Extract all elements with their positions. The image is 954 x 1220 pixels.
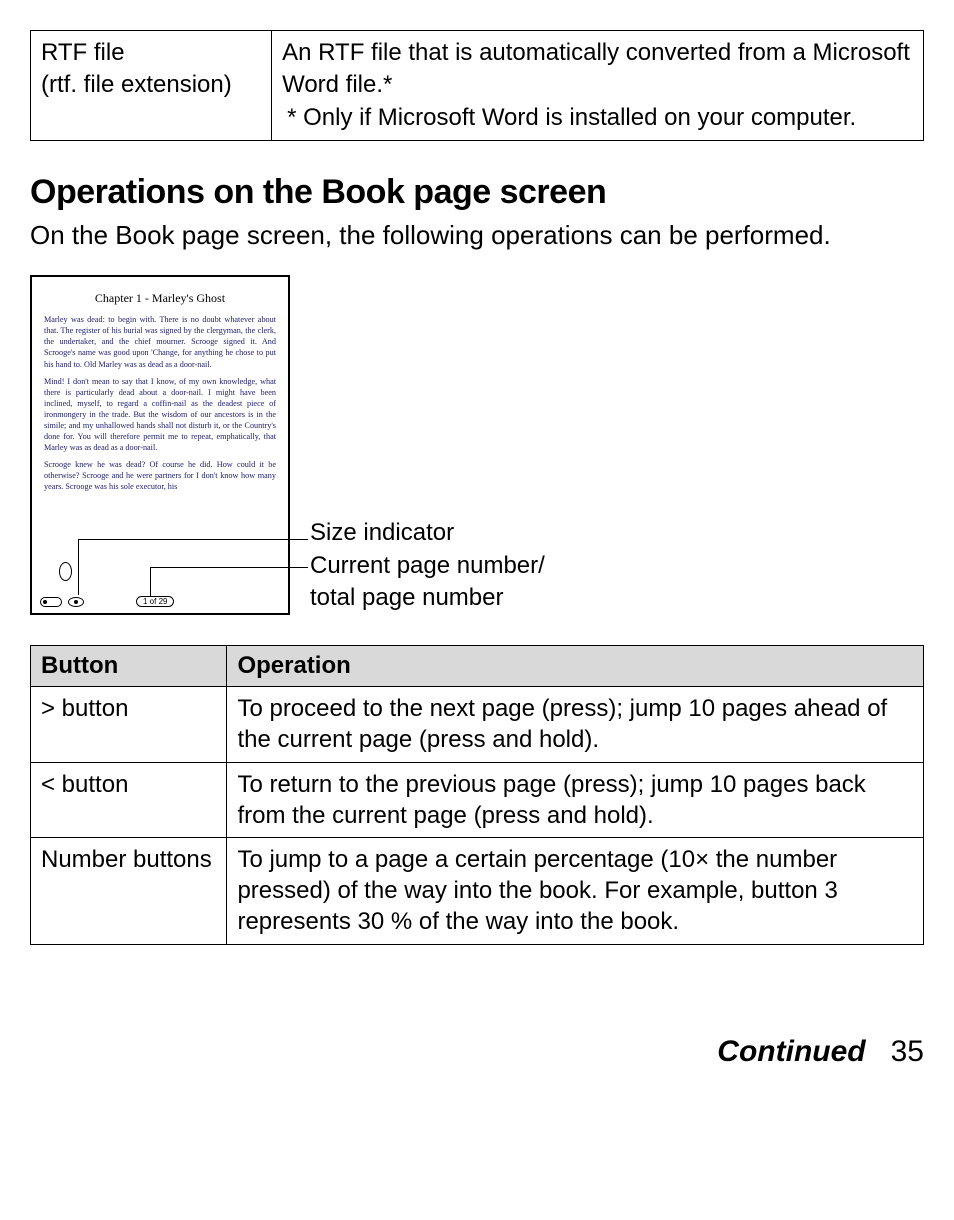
label-current: Current page number/ [310,550,545,582]
status-indicators: 1 of 29 [40,596,174,607]
section-heading: Operations on the Book page screen [30,173,924,212]
lead-line-2v [150,567,151,597]
operations-table: Button Operation > button To proceed to … [30,645,924,944]
rtf-right-note: * Only if Microsoft Word is installed on… [282,102,913,134]
lead-line-1v [78,539,79,595]
para-2: Mind! I don't mean to say that I know, o… [44,376,276,453]
cell-button: < button [31,762,227,837]
page-count-badge: 1 of 29 [136,596,174,607]
label-total: total page number [310,582,545,614]
cell-op: To return to the previous page (press); … [227,762,924,837]
table-row: Number buttons To jump to a page a certa… [31,838,924,945]
para-1: Marley was dead: to begin with. There is… [44,314,276,369]
cell-button: Number buttons [31,838,227,945]
eye-icon [68,597,84,607]
table-row: < button To return to the previous page … [31,762,924,837]
device-screenshot: Chapter 1 - Marley's Ghost Marley was de… [30,275,290,615]
cell-op: To jump to a page a certain percentage (… [227,838,924,945]
device-illustration-row: Chapter 1 - Marley's Ghost Marley was de… [30,275,924,615]
size-indicator-icon [40,597,62,607]
chapter-title: Chapter 1 - Marley's Ghost [44,291,276,306]
indicator-labels: Size indicator Current page number/ tota… [310,275,545,614]
continued-label: Continued [717,1035,865,1068]
rtf-right-line1: An RTF file that is automatically conver… [282,39,910,98]
rtf-left-line1: RTF file [41,39,125,66]
intro-text: On the Book page screen, the following o… [30,218,924,253]
rtf-table: RTF file (rtf. file extension) An RTF fi… [30,30,924,141]
th-operation: Operation [227,646,924,687]
cell-button: > button [31,687,227,762]
rtf-right-cell: An RTF file that is automatically conver… [272,31,924,141]
label-size: Size indicator [310,517,545,549]
rtf-left-cell: RTF file (rtf. file extension) [31,31,272,141]
th-button: Button [31,646,227,687]
rtf-left-line2: (rtf. file extension) [41,71,232,98]
lead-line-2 [150,567,308,568]
table-row: > button To proceed to the next page (pr… [31,687,924,762]
para-3: Scrooge knew he was dead? Of course he d… [44,459,276,492]
cell-op: To proceed to the next page (press); jum… [227,687,924,762]
ellipse-mark [59,562,72,581]
lead-line-1 [78,539,308,540]
page-number: 35 [891,1035,924,1068]
page-footer: Continued 35 [30,1035,924,1069]
